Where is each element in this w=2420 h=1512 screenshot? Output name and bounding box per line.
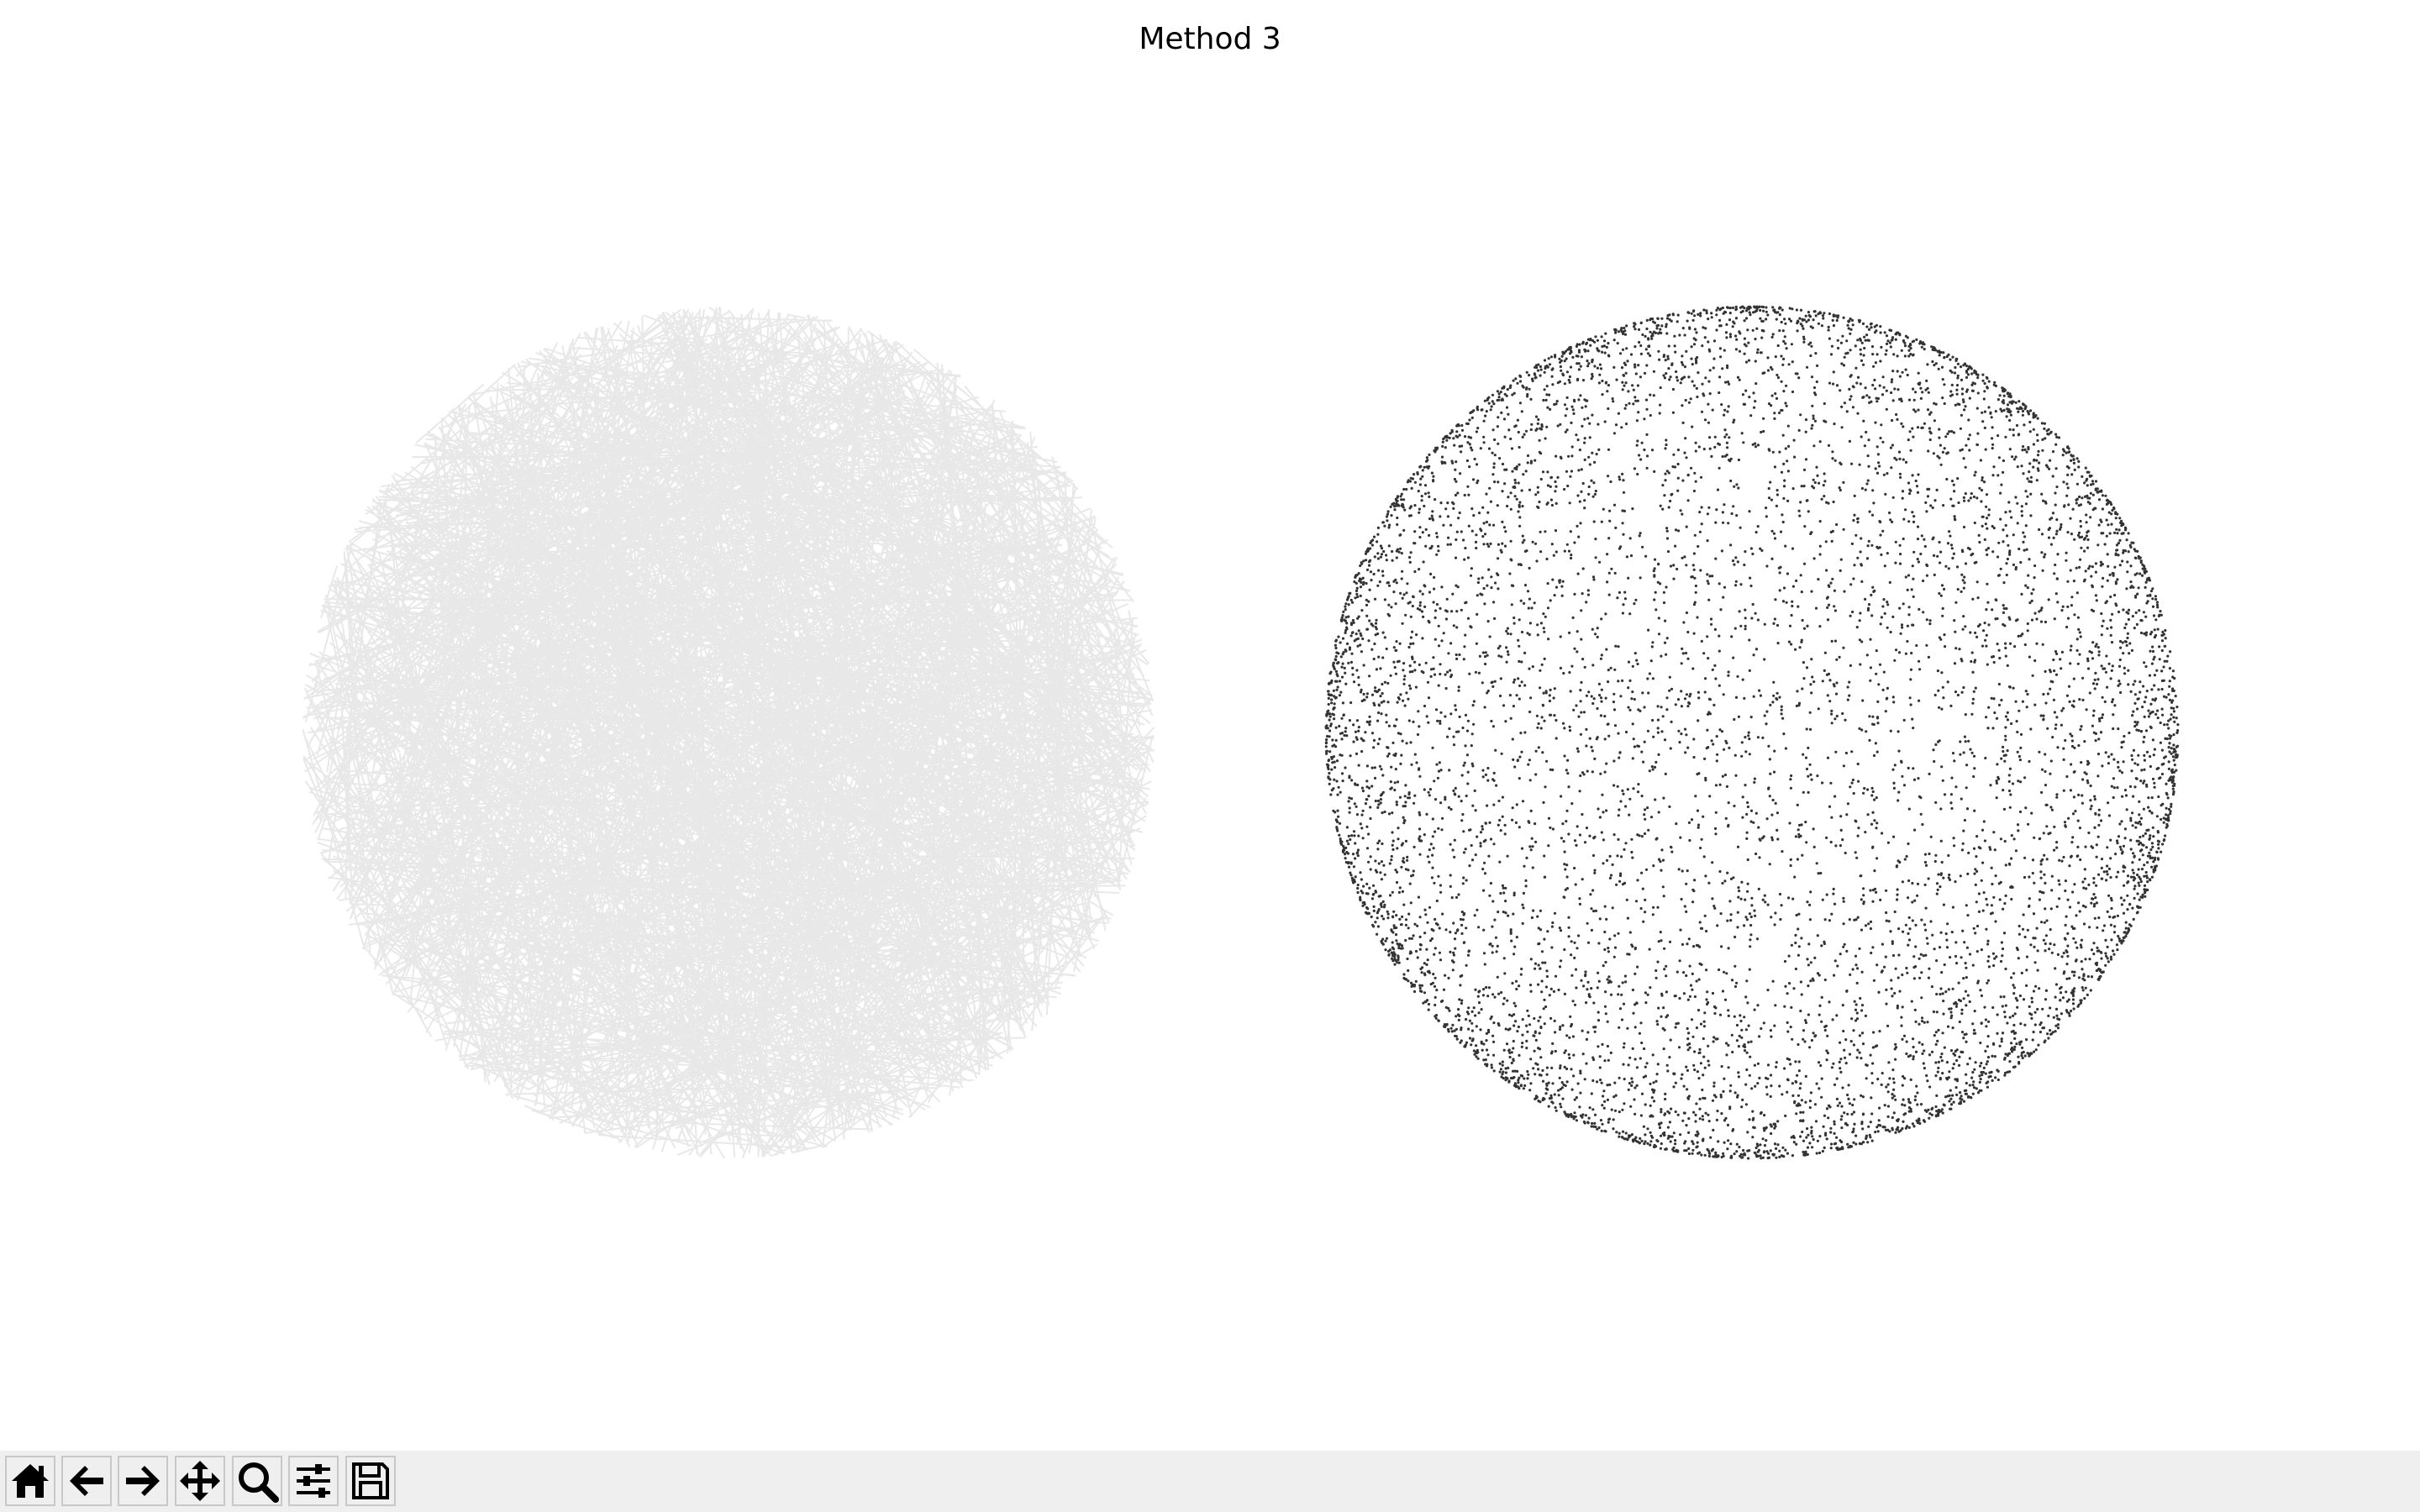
- save-button[interactable]: [345, 1456, 396, 1506]
- home-button[interactable]: [5, 1456, 55, 1506]
- pan-button[interactable]: [175, 1456, 225, 1506]
- point-plot: [1324, 305, 2180, 1160]
- chord-plot: [302, 306, 1155, 1159]
- figure-title: Method 3: [1139, 22, 1281, 56]
- points: [1324, 305, 2180, 1160]
- forward-button[interactable]: [118, 1456, 168, 1506]
- chord-lines: [302, 306, 1155, 1159]
- zoom-button[interactable]: [232, 1456, 282, 1506]
- configure-button[interactable]: [288, 1456, 339, 1506]
- back-button[interactable]: [61, 1456, 112, 1506]
- figure: [302, 305, 2180, 1160]
- toolbar: [0, 1451, 2420, 1512]
